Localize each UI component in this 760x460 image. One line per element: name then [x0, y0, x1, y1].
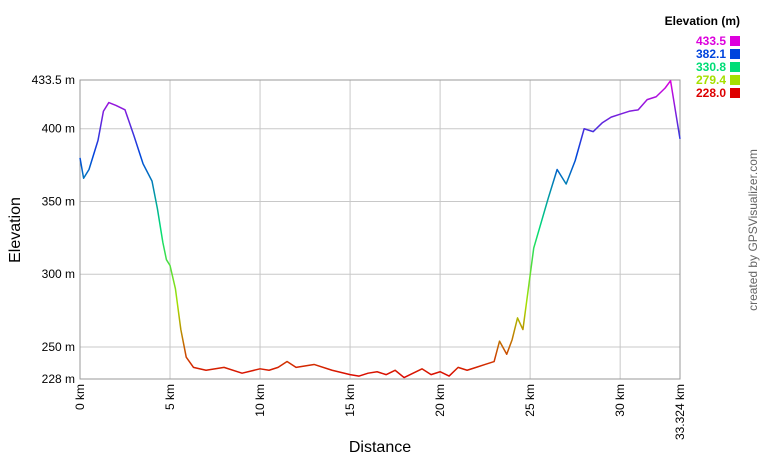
y-tick-label: 400 m	[42, 122, 75, 136]
legend-label: 433.5	[696, 34, 726, 48]
y-tick-label: 350 m	[42, 194, 75, 208]
x-tick-label: 30 km	[613, 384, 627, 417]
legend-label: 382.1	[696, 47, 726, 61]
legend-swatch	[730, 88, 740, 98]
y-tick-label: 228 m	[42, 372, 75, 386]
legend-swatch	[730, 62, 740, 72]
credit: created by GPSVisualizer.com	[746, 149, 760, 311]
legend-swatch	[730, 36, 740, 46]
y-tick-label: 250 m	[42, 340, 75, 354]
y-tick-label: 300 m	[42, 267, 75, 281]
legend-swatch	[730, 75, 740, 85]
x-tick-label: 5 km	[163, 384, 177, 410]
x-tick-label: 25 km	[523, 384, 537, 417]
legend-swatch	[730, 49, 740, 59]
legend-label: 228.0	[696, 86, 726, 100]
plot-frame	[79, 79, 681, 380]
x-tick-label: 33.324 km	[673, 384, 687, 440]
y-axis-label: Elevation	[7, 197, 24, 263]
x-tick-label: 10 km	[253, 384, 267, 417]
x-tick-label: 0 km	[73, 384, 87, 410]
x-tick-label: 20 km	[433, 384, 447, 417]
y-tick-label: 433.5 m	[32, 73, 75, 87]
x-tick-label: 15 km	[343, 384, 357, 417]
legend-title: Elevation (m)	[665, 14, 740, 28]
legend-label: 279.4	[696, 73, 726, 87]
legend-label: 330.8	[696, 60, 726, 74]
elevation-line	[79, 79, 681, 379]
x-axis-label: Distance	[349, 439, 411, 456]
